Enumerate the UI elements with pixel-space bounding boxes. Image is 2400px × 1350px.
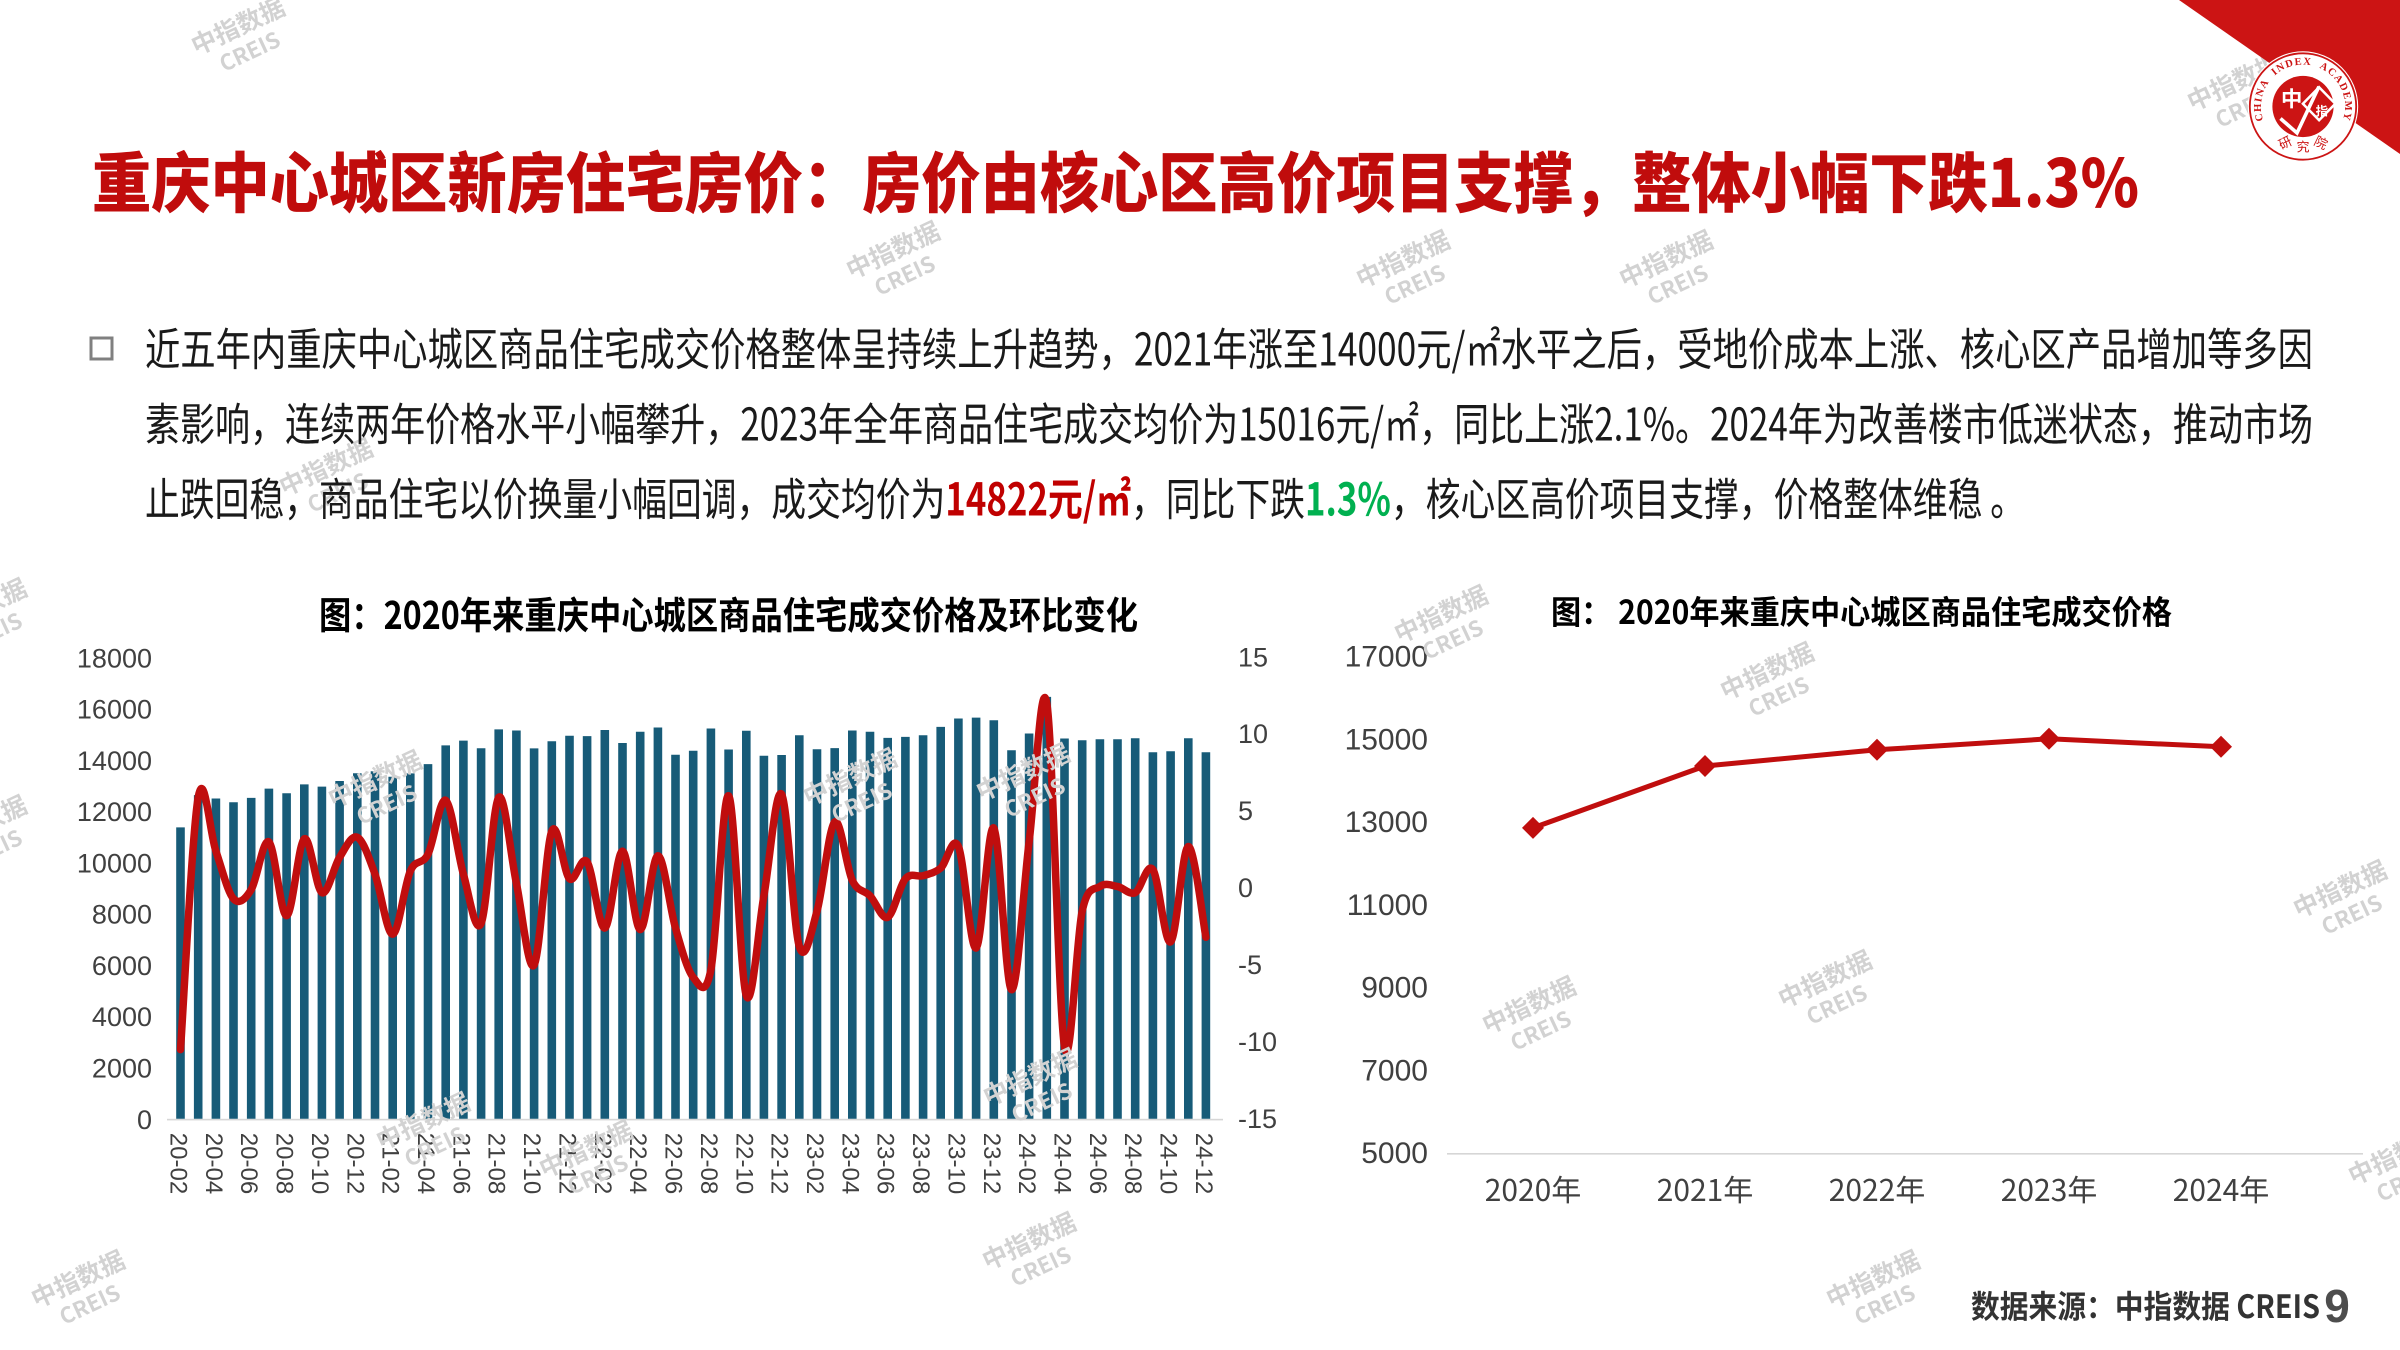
svg-text:20-02: 20-02: [165, 1133, 192, 1194]
svg-text:24-10: 24-10: [1155, 1133, 1182, 1194]
svg-text:12000: 12000: [77, 797, 152, 827]
svg-text:24-02: 24-02: [1013, 1133, 1040, 1194]
svg-text:10000: 10000: [77, 848, 152, 878]
svg-text:9000: 9000: [1361, 972, 1428, 1005]
svg-text:21-08: 21-08: [483, 1133, 510, 1194]
svg-text:20-12: 20-12: [341, 1133, 368, 1194]
svg-text:24-04: 24-04: [1049, 1133, 1076, 1194]
svg-text:11000: 11000: [1347, 889, 1428, 922]
svg-text:23-02: 23-02: [801, 1133, 828, 1194]
svg-text:22-08: 22-08: [695, 1133, 722, 1194]
svg-text:5: 5: [1238, 796, 1253, 826]
svg-text:9: 9: [2324, 1280, 2350, 1332]
svg-text:23-08: 23-08: [907, 1133, 934, 1194]
svg-text:2000: 2000: [92, 1054, 152, 1084]
svg-text:7000: 7000: [1361, 1054, 1428, 1087]
svg-text:4000: 4000: [92, 1002, 152, 1032]
svg-text:20-04: 20-04: [200, 1133, 227, 1194]
svg-text:22-06: 22-06: [660, 1133, 687, 1194]
svg-text:23-10: 23-10: [942, 1133, 969, 1194]
svg-text:-15: -15: [1238, 1104, 1277, 1134]
svg-text:14000: 14000: [77, 746, 152, 776]
svg-text:-10: -10: [1238, 1027, 1277, 1057]
svg-text:10: 10: [1238, 719, 1268, 749]
svg-text:23-04: 23-04: [836, 1133, 863, 1194]
svg-text:23-12: 23-12: [978, 1133, 1005, 1194]
svg-text:15000: 15000: [1345, 724, 1428, 757]
svg-text:20-06: 20-06: [235, 1133, 262, 1194]
svg-text:17000: 17000: [1345, 641, 1428, 674]
svg-text:24-12: 24-12: [1190, 1133, 1217, 1194]
svg-text:0: 0: [137, 1105, 152, 1135]
svg-text:15: 15: [1238, 642, 1268, 672]
svg-text:5000: 5000: [1361, 1137, 1428, 1170]
svg-text:24-06: 24-06: [1084, 1133, 1111, 1194]
svg-text:-5: -5: [1238, 950, 1262, 980]
svg-text:23-06: 23-06: [872, 1133, 899, 1194]
svg-text:6000: 6000: [92, 951, 152, 981]
svg-text:20-08: 20-08: [271, 1133, 298, 1194]
svg-text:22-10: 22-10: [730, 1133, 757, 1194]
svg-text:8000: 8000: [92, 900, 152, 930]
svg-text:18000: 18000: [77, 643, 152, 673]
svg-text:22-04: 22-04: [624, 1133, 651, 1194]
svg-text:24-08: 24-08: [1119, 1133, 1146, 1194]
svg-text:0: 0: [1238, 873, 1253, 903]
svg-text:20-10: 20-10: [306, 1133, 333, 1194]
svg-text:16000: 16000: [77, 695, 152, 725]
svg-text:13000: 13000: [1345, 806, 1428, 839]
svg-text:22-12: 22-12: [766, 1133, 793, 1194]
